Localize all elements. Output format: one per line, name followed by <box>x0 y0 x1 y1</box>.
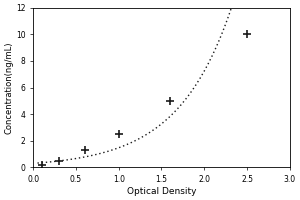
Y-axis label: Concentration(ng/mL): Concentration(ng/mL) <box>4 41 13 134</box>
X-axis label: Optical Density: Optical Density <box>127 187 196 196</box>
